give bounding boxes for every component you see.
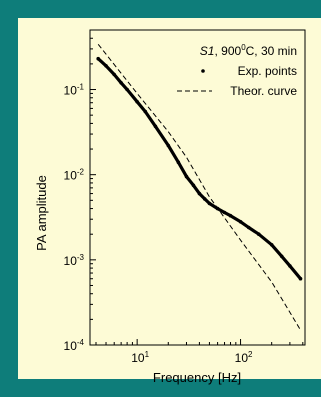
experimental-point <box>176 160 181 164</box>
experimental-point <box>191 183 196 188</box>
x-axis-label: Frequency [Hz] <box>153 370 241 385</box>
experimental-point <box>119 81 123 85</box>
experimental-point <box>135 99 139 104</box>
y-tick-label: 10-4 <box>64 338 85 353</box>
x-tick-label: 102 <box>235 350 253 365</box>
experimental-point <box>143 109 148 114</box>
experimental-point <box>238 220 243 224</box>
experimental-point <box>298 276 303 281</box>
experimental-point <box>104 64 108 68</box>
experimental-point <box>246 225 251 230</box>
experimental-point <box>153 124 158 129</box>
experimental-point <box>222 210 227 215</box>
x-tick-label: 101 <box>131 350 149 365</box>
legend: S1, 9000C, 30 min Exp. points Theor. cur… <box>177 43 297 98</box>
y-axis-label: PA amplitude <box>34 175 49 251</box>
experimental-point <box>269 243 274 247</box>
experimental-point <box>112 72 116 77</box>
y-tick-label: 10-1 <box>64 83 85 98</box>
legend-title: S1, 9000C, 30 min <box>200 43 297 58</box>
experimental-point <box>257 232 261 236</box>
y-tick-label: 10-2 <box>64 168 85 183</box>
legend-point-marker <box>201 69 205 73</box>
experimental-point <box>288 264 292 268</box>
chart-panel <box>18 18 321 379</box>
experimental-point <box>207 201 212 206</box>
data-series <box>96 43 303 331</box>
experimental-point <box>184 174 189 179</box>
experimental-point <box>96 56 100 61</box>
experimental-point <box>202 197 207 201</box>
plot-frame <box>89 29 306 346</box>
y-tick-label: 10-3 <box>64 253 85 268</box>
legend-entry-theor-curve: Theor. curve <box>230 84 297 98</box>
experimental-point <box>197 191 202 196</box>
experimental-point <box>228 213 233 218</box>
experimental-point <box>125 87 129 92</box>
experimental-point <box>166 143 171 148</box>
legend-entry-exp-points: Exp. points <box>238 64 297 78</box>
experimental-point <box>279 254 284 259</box>
tick-labels: 101 102 10-1 10-2 10-3 10-4 <box>64 83 253 365</box>
